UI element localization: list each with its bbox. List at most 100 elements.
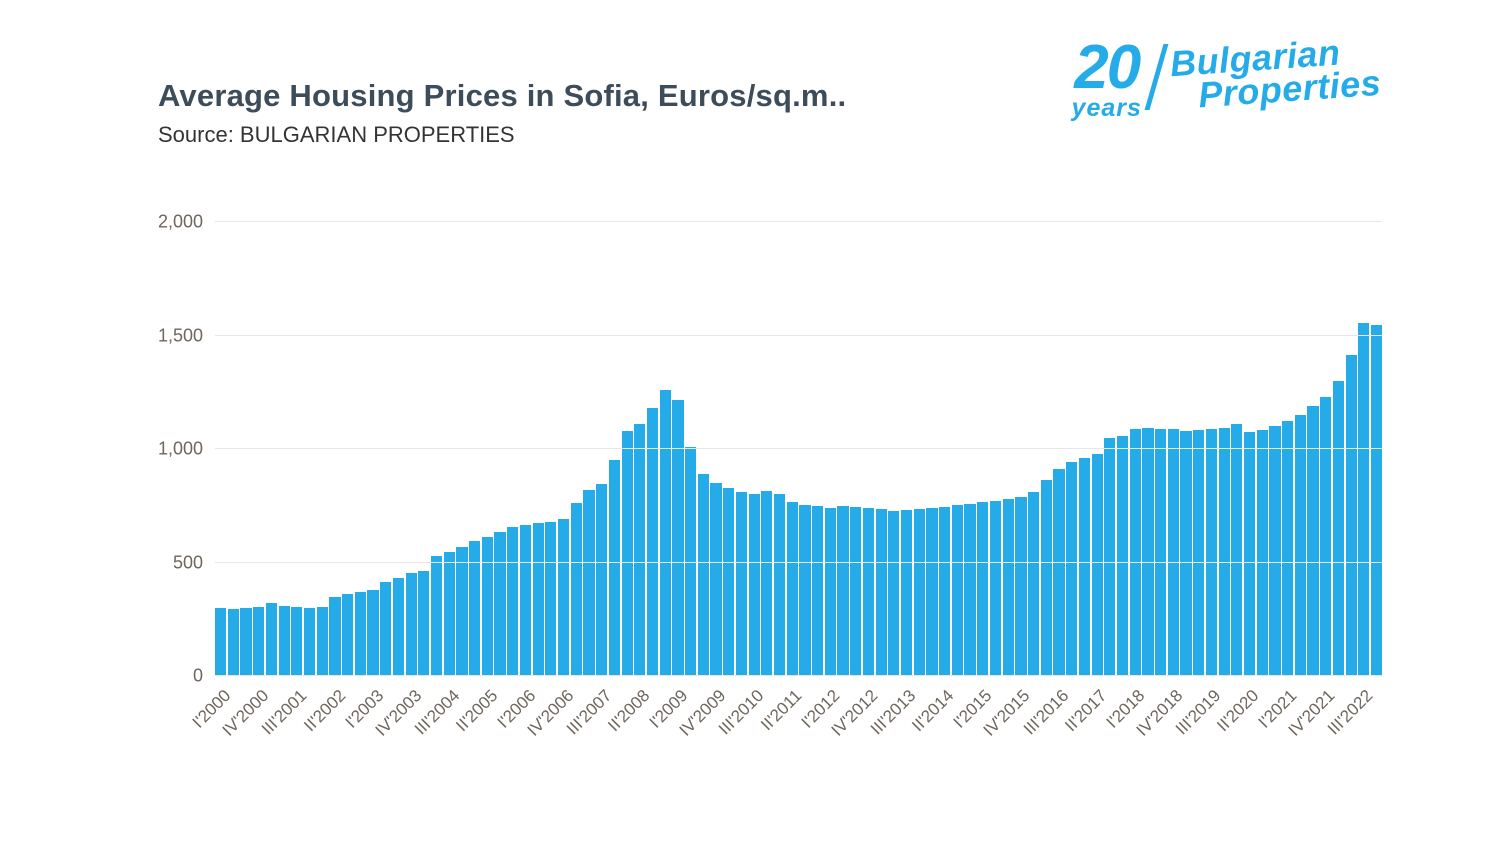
bar[interactable]	[1307, 406, 1319, 676]
bar[interactable]	[240, 607, 252, 676]
bar[interactable]	[596, 484, 608, 676]
bar[interactable]	[710, 483, 722, 676]
bar[interactable]	[1320, 397, 1332, 676]
bar[interactable]	[1370, 325, 1383, 676]
bar[interactable]	[430, 555, 443, 676]
bar[interactable]	[215, 607, 227, 676]
bar[interactable]	[1193, 430, 1205, 676]
bar[interactable]	[850, 506, 862, 676]
bar[interactable]	[329, 596, 341, 676]
bar[interactable]	[608, 460, 620, 676]
bar[interactable]	[469, 540, 481, 676]
bar[interactable]	[646, 408, 659, 676]
bars-container	[215, 222, 1383, 676]
bar[interactable]	[1294, 414, 1306, 676]
bar[interactable]	[964, 504, 976, 676]
bar[interactable]	[265, 603, 278, 676]
bar[interactable]	[380, 581, 392, 676]
bar[interactable]	[303, 607, 316, 676]
bar[interactable]	[342, 594, 354, 676]
bar[interactable]	[392, 577, 405, 676]
bar[interactable]	[862, 508, 875, 676]
bar[interactable]	[1180, 430, 1192, 676]
bar[interactable]	[824, 507, 836, 676]
bar[interactable]	[1028, 491, 1040, 676]
bar[interactable]	[1015, 496, 1027, 676]
bar[interactable]	[1256, 430, 1268, 676]
gridline	[215, 221, 1382, 222]
bar[interactable]	[697, 473, 709, 676]
bar[interactable]	[507, 527, 519, 676]
bar[interactable]	[1167, 429, 1179, 676]
bar[interactable]	[748, 494, 760, 676]
bar[interactable]	[685, 446, 697, 676]
bar[interactable]	[1282, 421, 1294, 676]
bar[interactable]	[799, 504, 811, 676]
bar[interactable]	[723, 487, 735, 676]
bar[interactable]	[1205, 429, 1218, 676]
bar[interactable]	[405, 572, 417, 676]
bar[interactable]	[1155, 428, 1167, 676]
bar[interactable]	[557, 518, 570, 676]
bar[interactable]	[253, 607, 265, 676]
bar[interactable]	[926, 508, 938, 676]
bar[interactable]	[1129, 428, 1141, 676]
gridline	[215, 561, 1382, 563]
bar[interactable]	[316, 606, 328, 676]
bar[interactable]	[583, 489, 595, 676]
bar[interactable]	[227, 608, 239, 676]
bar[interactable]	[634, 424, 646, 676]
bar[interactable]	[1053, 469, 1065, 676]
bar[interactable]	[672, 400, 684, 676]
bar[interactable]	[977, 502, 989, 676]
bar[interactable]	[1078, 457, 1091, 676]
bar[interactable]	[481, 537, 493, 676]
logo-years-label: years	[1071, 94, 1142, 123]
bar[interactable]	[875, 509, 887, 676]
bar[interactable]	[1231, 424, 1243, 676]
bar[interactable]	[532, 523, 544, 676]
bar[interactable]	[278, 605, 290, 676]
bar[interactable]	[1116, 436, 1129, 676]
bar[interactable]	[989, 500, 1002, 676]
bar[interactable]	[1269, 426, 1281, 676]
bar[interactable]	[494, 531, 506, 676]
bar[interactable]	[354, 592, 366, 676]
bar[interactable]	[913, 509, 925, 676]
bar[interactable]	[291, 606, 303, 676]
bar[interactable]	[367, 590, 379, 676]
bar[interactable]	[786, 502, 798, 676]
bar[interactable]	[1218, 428, 1230, 676]
bar[interactable]	[1345, 354, 1357, 676]
bar[interactable]	[888, 511, 900, 676]
bar[interactable]	[443, 551, 455, 676]
bar[interactable]	[659, 389, 671, 676]
y-tick-label: 1,500	[157, 325, 203, 345]
bar[interactable]	[837, 505, 849, 676]
bar[interactable]	[1040, 479, 1052, 676]
bar[interactable]	[1142, 427, 1154, 676]
bar[interactable]	[761, 491, 773, 676]
bar[interactable]	[951, 505, 963, 676]
bar[interactable]	[939, 506, 951, 676]
bar[interactable]	[621, 430, 633, 676]
bar[interactable]	[1243, 431, 1256, 676]
bar[interactable]	[418, 571, 430, 676]
bar[interactable]	[773, 494, 786, 676]
bar[interactable]	[1332, 380, 1345, 676]
bar[interactable]	[1002, 499, 1014, 676]
gridline	[215, 675, 1382, 676]
bar[interactable]	[1358, 323, 1370, 676]
bar[interactable]	[545, 521, 557, 676]
bar[interactable]	[1104, 437, 1116, 676]
bar[interactable]	[900, 510, 913, 676]
gridline	[215, 448, 1382, 449]
y-tick-label: 0	[192, 665, 203, 686]
bar[interactable]	[456, 546, 468, 676]
bar[interactable]	[570, 503, 582, 676]
bar[interactable]	[1066, 462, 1078, 676]
bar[interactable]	[735, 491, 748, 676]
bar[interactable]	[1091, 454, 1103, 676]
bar[interactable]	[519, 525, 532, 676]
bar[interactable]	[812, 506, 824, 676]
